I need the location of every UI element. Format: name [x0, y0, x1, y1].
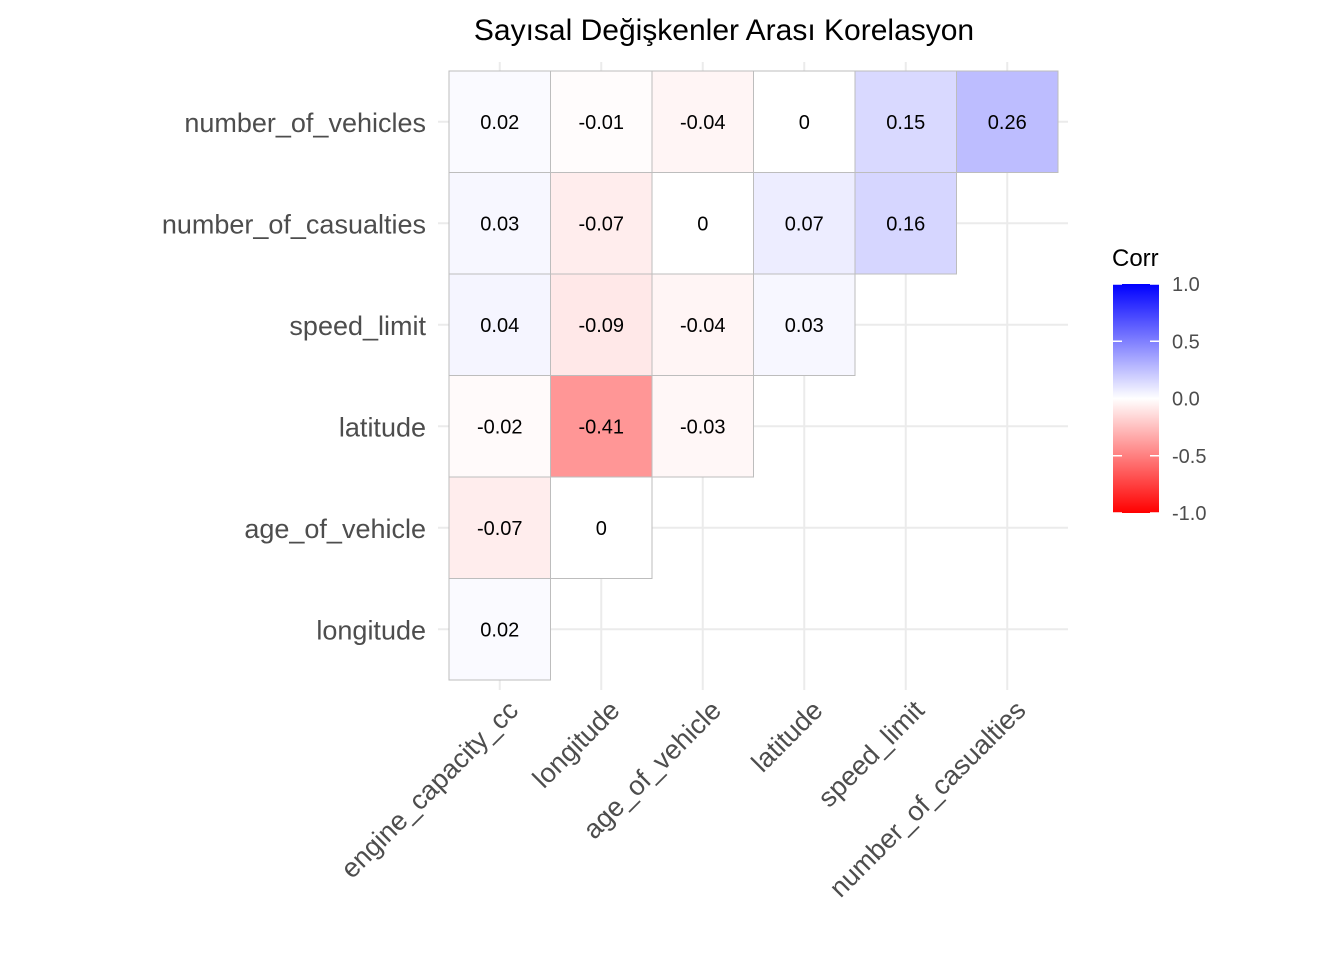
heatmap-cell — [448, 578, 551, 681]
x-tick-label: number_of_casualties — [823, 695, 1031, 903]
cell-value-label: 0.16 — [886, 213, 925, 235]
chart-title: Sayısal Değişkenler Arası Korelasyon — [474, 14, 974, 47]
y-tick-label: age_of_vehicle — [244, 514, 426, 544]
cell-value-label: -0.01 — [578, 112, 624, 134]
cell-value-label: 0.03 — [480, 213, 519, 235]
y-tick-label: latitude — [339, 412, 426, 442]
legend-title: Corr — [1112, 245, 1159, 272]
y-tick-label: longitude — [316, 615, 426, 645]
heatmap-cell — [651, 70, 754, 173]
heatmap-cell — [854, 172, 957, 275]
heatmap-cell — [448, 70, 551, 173]
heatmap-cell — [651, 172, 754, 275]
cell-value-label: -0.04 — [680, 112, 726, 134]
x-axis-tick-labels: engine_capacity_cc longitudeage_of_vehicl… — [335, 695, 1031, 903]
heatmap-cell — [651, 375, 754, 478]
x-tick-label: longitude — [527, 695, 626, 794]
cell-labels: 0.02 -0.07 0 -0.02 -0.41 -0.03 0.04 -0.09 -0.04 0… — [477, 112, 1027, 642]
legend-tick-label: 0.5 — [1172, 331, 1200, 353]
cell-value-label: 0 — [697, 213, 708, 235]
heatmap-cell — [448, 476, 551, 579]
cell-value-label: 0.07 — [785, 213, 824, 235]
heatmap-cell — [448, 273, 551, 376]
heatmap-cell — [550, 375, 653, 478]
cell-value-label: 0 — [799, 112, 810, 134]
color-legend: Corr 1.0 0.5 0.0 -0.5 -1.0 — [1112, 245, 1206, 525]
y-tick-label: speed_limit — [289, 311, 426, 341]
legend-tick-label: 0.0 — [1172, 389, 1200, 411]
heatmap-cell — [448, 172, 551, 275]
cell-value-label: 0.02 — [480, 112, 519, 134]
x-tick-label: latitude — [746, 695, 829, 778]
legend-tick-label: -0.5 — [1172, 446, 1206, 468]
heatmap-cell — [753, 172, 856, 275]
cell-value-label: 0.04 — [480, 315, 519, 337]
cell-value-label: 0.15 — [886, 112, 925, 134]
cell-value-label: 0 — [596, 518, 607, 540]
cell-value-label: -0.41 — [578, 416, 624, 438]
cell-value-label: -0.02 — [477, 416, 523, 438]
heatmap-cells — [448, 70, 1059, 681]
cell-value-label: 0.03 — [785, 315, 824, 337]
y-tick-label: number_of_casualties — [162, 209, 426, 239]
cell-value-label: -0.07 — [578, 213, 624, 235]
heatmap-cell — [854, 70, 957, 173]
heatmap-cell — [753, 70, 856, 173]
x-tick-label: engine_capacity_cc — [335, 695, 524, 884]
cell-value-label: 0.26 — [988, 112, 1027, 134]
heatmap-cell — [550, 70, 653, 173]
cell-value-label: -0.09 — [578, 315, 624, 337]
heatmap-cell — [550, 273, 653, 376]
legend-tick-label: -1.0 — [1172, 503, 1206, 525]
y-tick-label: number_of_vehicles — [184, 108, 426, 138]
cell-value-label: -0.04 — [680, 315, 726, 337]
cell-value-label: -0.03 — [680, 416, 726, 438]
y-axis-tick-labels: longitude age_of_vehicle latitude speed_lim… — [162, 108, 427, 646]
heatmap-cell — [956, 70, 1059, 173]
legend-tick-label: 1.0 — [1172, 274, 1200, 296]
cell-value-label: 0.02 — [480, 619, 519, 641]
legend-ticks: 1.0 0.5 0.0 -0.5 -1.0 — [1113, 274, 1206, 525]
heatmap-cell — [550, 172, 653, 275]
cell-value-label: -0.07 — [477, 518, 523, 540]
heatmap-cell — [753, 273, 856, 376]
